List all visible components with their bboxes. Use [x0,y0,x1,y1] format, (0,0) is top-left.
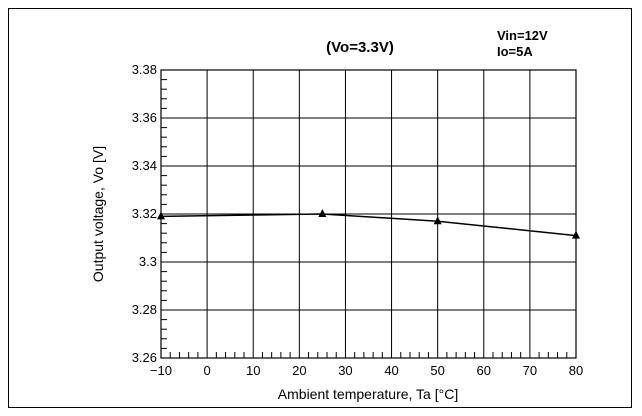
minor-ticks [161,79,568,358]
x-tick-label: 80 [569,363,583,378]
y-tick-label: 3.34 [132,158,157,173]
data-point-marker [433,216,442,225]
x-tick-label: 50 [430,363,444,378]
data-point-marker [318,209,327,217]
x-tick-label: 30 [338,363,352,378]
condition-vin: Vin=12V [497,28,548,43]
y-tick-label: 3.32 [132,206,157,221]
x-tick-label: 20 [292,363,306,378]
x-tick-label: 40 [384,363,398,378]
x-tick-label: 60 [477,363,491,378]
chart-frame [8,8,632,408]
x-axis-label: Ambient temperature, Ta [°C] [278,386,458,402]
data-series [157,209,580,239]
y-tick-label: 3.38 [132,62,157,77]
y-tick-label: 3.26 [132,350,157,365]
chart-title: (Vo=3.3V) [326,39,394,56]
y-tick-labels: 3.26 3.28 3.3 3.32 3.34 3.36 3.38 [132,62,157,365]
data-point-marker [157,211,165,220]
y-tick-label: 3.36 [132,110,157,125]
y-tick-label: 3.28 [132,302,157,317]
series-line [160,213,577,237]
grid-lines [160,69,577,359]
y-tick-label: 3.3 [139,254,157,269]
x-tick-label: 70 [523,363,537,378]
x-tick-label: −10 [150,363,172,378]
x-tick-labels: −10 0 10 20 30 40 50 60 70 80 [150,363,583,378]
data-point-marker [572,230,580,239]
x-tick-label: 0 [203,363,210,378]
x-tick-label: 10 [246,363,260,378]
condition-io: Io=5A [497,44,533,59]
y-axis-label: Output voltage, Vo [V] [90,146,106,282]
